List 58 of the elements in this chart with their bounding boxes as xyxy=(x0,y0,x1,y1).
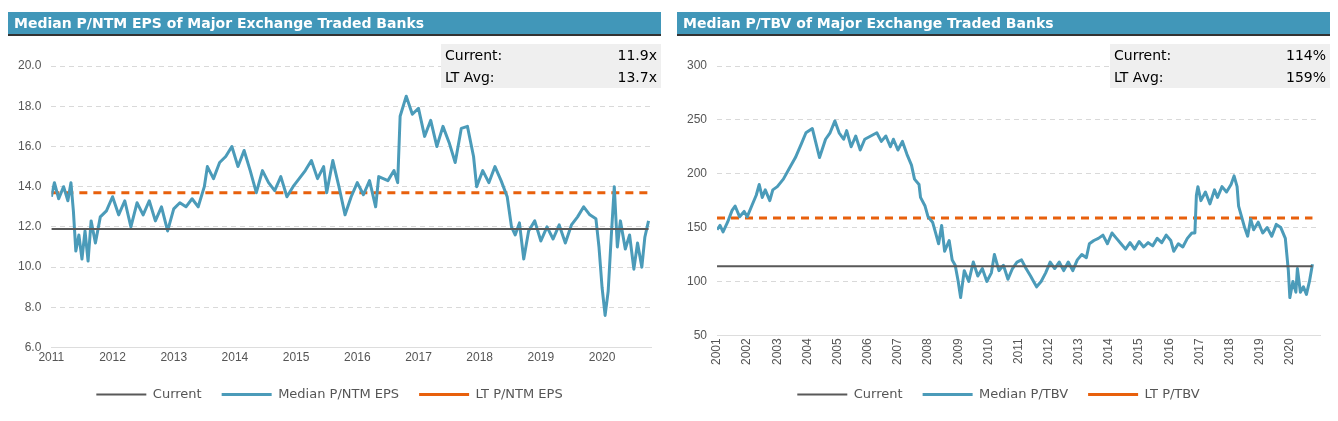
y-tick-label: 50 xyxy=(693,327,708,342)
x-tick-label: 2014 xyxy=(1101,337,1116,366)
legend-label: LT P/TBV xyxy=(1144,385,1200,401)
x-tick-label: 2017 xyxy=(405,350,433,365)
y-tick-label: 16.0 xyxy=(18,138,42,153)
y-tick-label: 8.0 xyxy=(24,299,42,314)
x-tick-label: 2020 xyxy=(1282,337,1297,366)
x-tick-label: 2003 xyxy=(769,337,784,366)
chart-title: Median P/TBV of Major Exchange Traded Banks xyxy=(677,12,1330,36)
y-tick-label: 100 xyxy=(686,273,708,288)
x-tick-label: 2017 xyxy=(1191,337,1206,366)
y-tick-label: 200 xyxy=(686,166,708,181)
annotation: LT Avg: xyxy=(1114,69,1165,85)
x-tick-label: 2012 xyxy=(99,350,127,365)
y-tick-label: 18.0 xyxy=(18,98,42,113)
x-tick-label: 2013 xyxy=(1071,337,1086,366)
x-tick-label: 2011 xyxy=(1010,337,1025,365)
y-tick-label: 10.0 xyxy=(18,259,42,274)
y-tick-label: 20.0 xyxy=(18,58,42,73)
y-tick-label: 12.0 xyxy=(18,219,42,234)
legend-label: Median P/NTM EPS xyxy=(278,385,400,401)
x-tick-label: 2015 xyxy=(1131,337,1146,366)
x-tick-label: 2004 xyxy=(799,337,814,366)
legend-label: Current xyxy=(853,385,903,401)
y-tick-label: 14.0 xyxy=(18,179,42,193)
legend-label: Current xyxy=(152,385,202,401)
x-tick-label: 2016 xyxy=(1161,337,1176,366)
text: 11.9x xyxy=(616,47,657,63)
y-tick-label: 300 xyxy=(686,58,708,73)
x-tick-label: 2019 xyxy=(527,350,555,365)
x-tick-label: 2002 xyxy=(739,337,754,366)
y-tick-label: 150 xyxy=(686,219,708,234)
x-tick-label: 2014 xyxy=(221,350,249,365)
annotation: 159% xyxy=(1284,69,1326,85)
x-tick-label: 2020 xyxy=(588,350,616,365)
text: 114% xyxy=(1284,47,1326,63)
x-tick-label: 2006 xyxy=(860,337,875,366)
text: Current: xyxy=(1114,47,1173,63)
x-tick-label: 2008 xyxy=(920,337,935,366)
x-tick-label: 2013 xyxy=(160,350,188,365)
chart-title: Median P/NTM EPS of Major Exchange Traded Banks xyxy=(8,12,661,36)
y-tick-label: 250 xyxy=(686,112,708,127)
x-tick-label: 2009 xyxy=(950,337,965,366)
x-tick-label: 2001 xyxy=(709,337,724,366)
x-tick-label: 2016 xyxy=(343,350,371,365)
x-tick-label: 2019 xyxy=(1252,337,1267,366)
x-tick-label: 2018 xyxy=(466,350,494,365)
x-tick-label: 2007 xyxy=(890,337,905,366)
x-tick-label: 2018 xyxy=(1221,337,1236,366)
x-tick-label: 2005 xyxy=(829,337,844,366)
annotation: LT Avg: xyxy=(445,69,496,85)
x-tick-label: 2010 xyxy=(980,337,995,366)
x-tick-label: 2012 xyxy=(1040,337,1055,366)
legend-label: LT P/NTM EPS xyxy=(475,385,563,401)
text: Current: xyxy=(445,47,504,63)
x-tick-label: 2015 xyxy=(282,350,310,365)
legend-label: Median P/TBV xyxy=(979,385,1069,401)
annotation: 13.7x xyxy=(616,69,657,85)
